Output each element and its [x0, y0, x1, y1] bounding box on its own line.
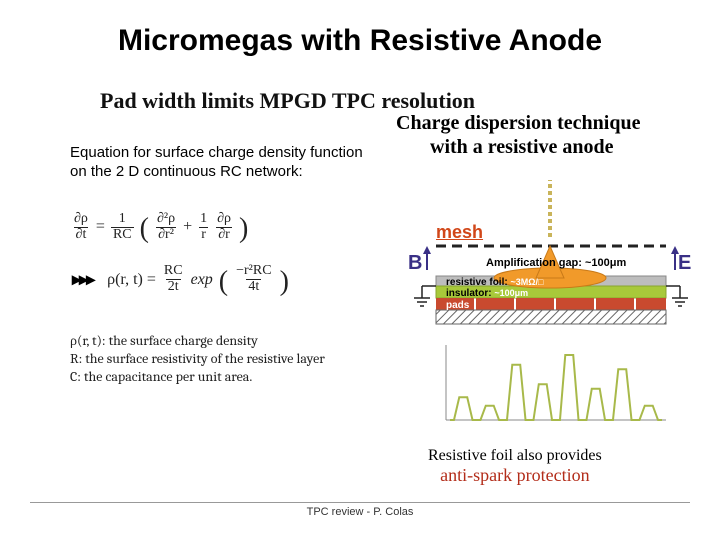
- implies-arrow-icon: ▸▸▸: [72, 269, 93, 290]
- mesh-label: mesh: [436, 222, 483, 243]
- eq-desc-line1: Equation for surface charge density func…: [70, 144, 363, 161]
- signal-plot: [446, 345, 666, 420]
- with-anode-label: with a resistive anode: [430, 136, 614, 159]
- footer-text: TPC review - P. Colas: [0, 506, 720, 518]
- slide-subtitle: Pad width limits MPGD TPC resolution: [100, 88, 475, 114]
- eq-description: Equation for surface charge density func…: [70, 144, 400, 182]
- anti-spark-line2: anti-spark protection: [428, 465, 602, 487]
- def-c: C: the capacitance per unit area.: [70, 368, 325, 386]
- def-r: R: the surface resistivity of the resist…: [70, 350, 325, 368]
- e-label: E: [678, 252, 691, 275]
- b-label: B: [408, 252, 422, 275]
- slide-title: Micromegas with Resistive Anode: [0, 24, 720, 58]
- b-arrow: [423, 246, 431, 270]
- equations: ∂ρ∂t = 1RC ( ∂²ρ∂r² + 1r ∂ρ∂r ) ▸▸▸ ρ(r,…: [72, 212, 332, 317]
- substrate-layer: [436, 310, 666, 324]
- pads-layer: [436, 298, 666, 310]
- foil-label: resistive foil: ~3MΩ/□: [446, 277, 543, 288]
- anti-spark-line1: Resistive foil also provides: [428, 447, 602, 464]
- micromegas-diagram: mesh B E Amplification gap: ~100μm resis…: [400, 180, 698, 430]
- ground-right: [666, 286, 688, 306]
- def-rho: ρ(r, t): the surface charge density: [70, 332, 325, 350]
- charge-technique-label: Charge dispersion technique: [396, 112, 640, 135]
- footer-divider: [30, 502, 690, 503]
- ground-left: [414, 286, 436, 306]
- eq-pde: ∂ρ∂t = 1RC ( ∂²ρ∂r² + 1r ∂ρ∂r ): [72, 212, 332, 242]
- amp-gap-label: Amplification gap: ~100μm: [486, 257, 626, 269]
- slide-root: Micromegas with Resistive Anode Pad widt…: [0, 0, 720, 540]
- eq-solution: ▸▸▸ ρ(r, t) = RC2t exp ( −r²RC4t ): [72, 264, 332, 294]
- insulator-label: insulator: ~100μm: [446, 288, 528, 299]
- anti-spark-note: Resistive foil also provides anti-spark …: [428, 446, 602, 487]
- diagram-svg: [400, 180, 698, 430]
- pads-label: pads: [446, 300, 469, 311]
- eq-desc-line2: on the 2 D continuous RC network:: [70, 163, 303, 180]
- symbol-definitions: ρ(r, t): the surface charge density R: t…: [70, 332, 325, 387]
